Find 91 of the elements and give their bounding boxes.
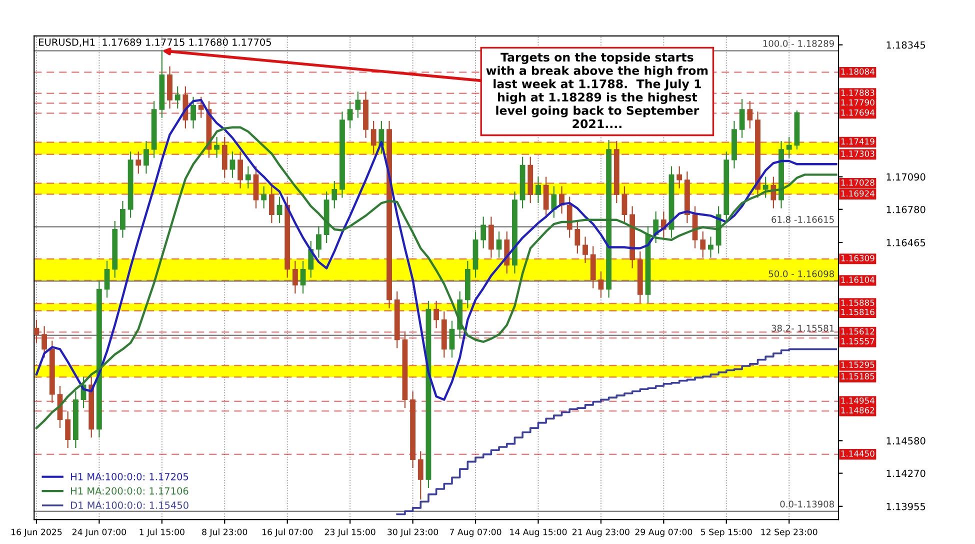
candlestick	[332, 180, 338, 209]
text: H1 MA:200:0:0: 1.17106	[71, 487, 188, 495]
x-tick-label: 24 Jun 07:00	[72, 528, 126, 537]
y-tick-label: 1.13955	[886, 502, 926, 510]
candlestick	[536, 176, 541, 204]
candlestick	[261, 186, 267, 209]
ref-line-label: 1.15295	[841, 362, 874, 368]
candlestick	[276, 196, 282, 224]
candlestick	[480, 216, 486, 249]
ref-line-label: 1.17694	[841, 109, 874, 116]
candlestick	[214, 136, 220, 158]
candlestick	[300, 260, 306, 294]
x-tick-label: 5 Sep 15:00	[701, 528, 752, 537]
y-tick-label: 1.14580	[886, 437, 926, 444]
candlestick	[245, 166, 251, 189]
candlestick	[238, 150, 244, 189]
text: D1 MA:100:0:0: 1.15450	[71, 502, 188, 509]
x-tick-label: 16 Jul 07:00	[262, 528, 313, 537]
candlestick	[739, 98, 745, 138]
ref-line-label: 1.15557	[841, 338, 874, 344]
candlestick	[574, 220, 580, 254]
candlestick	[418, 450, 424, 500]
candlestick	[551, 186, 557, 218]
x-tick-label: 14 Aug 15:00	[510, 528, 567, 537]
x-tick-label: 8 Jul 23:00	[202, 528, 248, 537]
candlestick	[120, 200, 126, 238]
x-tick-label: 29 Aug 07:00	[635, 528, 692, 537]
y-tick-label: 1.16780	[886, 206, 926, 214]
candlestick	[598, 270, 604, 298]
ref-line-label: 1.18084	[841, 68, 874, 75]
candlestick	[190, 96, 196, 129]
candlestick	[708, 236, 714, 258]
y-tick-label: 1.14270	[886, 470, 926, 478]
ref-line-label: 1.16104	[841, 276, 874, 283]
ref-line-label: 1.17883	[841, 90, 874, 96]
candlestick	[449, 320, 455, 358]
x-tick-label: 23 Jul 15:00	[324, 528, 376, 537]
x-tick-label: 30 Jul 23:00	[388, 528, 438, 537]
candlestick	[347, 100, 353, 129]
candlestick	[268, 186, 274, 224]
candlestick	[762, 176, 768, 198]
candlestick	[65, 410, 71, 449]
annotation: 0.0-1.13908	[780, 500, 834, 508]
ref-line-label: 1.16309	[841, 255, 874, 262]
annotation: 100.0 - 1.18289	[763, 40, 834, 47]
ref-line-label: 1.15185	[841, 373, 874, 380]
chart-title: EURUSD,H1 1.17689 1.17715 1.17680 1.17705	[39, 38, 271, 47]
candlestick	[42, 326, 48, 358]
ref-line-label: 1.16924	[841, 190, 874, 197]
x-tick-label: 1 Jul 15:00	[140, 528, 184, 537]
annotation: 61.8 -1.16615	[772, 216, 834, 223]
y-tick-label: 1.18345	[886, 41, 926, 49]
candlestick	[136, 150, 142, 174]
candlestick	[174, 86, 180, 109]
annotation: 38.2- 1.15581	[772, 324, 834, 332]
ref-line-label: 1.17419	[841, 138, 874, 145]
x-tick-label: 21 Aug 23:00	[572, 528, 630, 537]
candlestick	[676, 166, 682, 189]
ref-line-label: 1.14450	[841, 450, 874, 457]
ref-line-label: 1.17790	[841, 99, 874, 106]
ref-line-label: 1.15885	[841, 300, 874, 306]
candlestick	[355, 91, 361, 118]
candlestick	[622, 186, 628, 224]
annotation: 50.0 - 1.16098	[768, 270, 834, 278]
x-tick-label: 16 Jun 2025	[12, 528, 62, 537]
candlestick	[370, 120, 376, 154]
ref-line-label: 1.15612	[841, 328, 874, 335]
candlestick	[434, 300, 440, 329]
ref-line-label: 1.14862	[841, 407, 874, 414]
candlestick	[582, 236, 588, 264]
annotation: Targets on the topside starts with a break above the high from last week at 1.1788. The July 1 high at 1.18289 is the highest level going back to September 2021....	[486, 52, 708, 128]
candlestick	[700, 230, 706, 258]
candlestick	[316, 226, 322, 258]
ref-line-label: 1.17303	[841, 150, 874, 157]
y-tick-label: 1.16465	[886, 238, 926, 246]
text: H1 MA:100:0:0: 1.17205	[71, 472, 188, 480]
candlestick	[747, 100, 753, 129]
candlestick	[144, 140, 149, 174]
candlestick	[786, 136, 792, 158]
ref-line-label: 1.17028	[841, 179, 874, 186]
candlestick	[198, 96, 204, 118]
ref-line-label: 1.14954	[841, 397, 874, 404]
candlestick	[104, 260, 110, 298]
candlestick	[496, 230, 502, 258]
x-tick-label: 7 Aug 07:00	[450, 528, 502, 537]
x-tick-label: 12 Sep 23:00	[761, 528, 818, 537]
candlestick	[34, 319, 40, 344]
candlestick	[292, 260, 298, 294]
y-tick-label: 1.17090	[886, 173, 926, 181]
ref-line-label: 1.15816	[841, 308, 874, 316]
candlestick	[230, 150, 236, 178]
